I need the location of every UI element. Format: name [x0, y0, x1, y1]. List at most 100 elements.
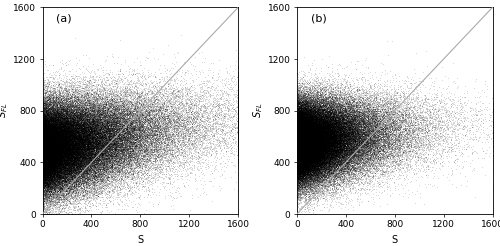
- Point: [39, 130, 47, 134]
- Point: [336, 125, 344, 129]
- Point: [306, 115, 314, 119]
- Point: [301, 125, 309, 129]
- Point: [344, 185, 352, 189]
- Point: [298, 111, 306, 115]
- Point: [383, 144, 391, 148]
- Point: [330, 110, 338, 114]
- Point: [66, 111, 74, 115]
- Point: [138, 171, 146, 175]
- Point: [178, 100, 186, 104]
- Point: [296, 152, 304, 156]
- Point: [303, 137, 311, 140]
- Point: [66, 137, 74, 141]
- Point: [40, 162, 48, 166]
- Point: [157, 112, 165, 116]
- Point: [294, 126, 302, 130]
- Point: [328, 138, 336, 141]
- Point: [80, 168, 88, 171]
- Point: [54, 181, 62, 185]
- Point: [64, 119, 72, 123]
- Point: [296, 121, 304, 125]
- Point: [296, 170, 304, 174]
- Point: [213, 136, 221, 139]
- Point: [98, 145, 106, 149]
- Point: [80, 132, 88, 136]
- Point: [312, 137, 320, 140]
- Point: [304, 136, 312, 139]
- Point: [332, 143, 340, 147]
- Point: [334, 183, 342, 187]
- Point: [58, 127, 66, 131]
- Point: [39, 166, 47, 170]
- Point: [294, 157, 302, 161]
- Point: [300, 184, 308, 187]
- Point: [40, 141, 48, 145]
- Point: [72, 135, 80, 139]
- Point: [72, 161, 80, 165]
- Point: [90, 131, 98, 135]
- Point: [321, 152, 329, 155]
- Point: [73, 121, 81, 125]
- Point: [86, 161, 94, 165]
- Point: [101, 158, 109, 162]
- Point: [350, 117, 358, 121]
- Point: [44, 202, 52, 206]
- Point: [296, 159, 304, 163]
- Point: [300, 141, 308, 145]
- Point: [216, 121, 224, 124]
- Point: [66, 123, 74, 127]
- Point: [296, 166, 304, 170]
- Point: [52, 164, 60, 168]
- Point: [112, 133, 120, 137]
- Point: [312, 156, 320, 160]
- Point: [326, 72, 334, 76]
- Point: [320, 114, 328, 118]
- Point: [124, 116, 132, 120]
- Point: [206, 153, 214, 157]
- Point: [84, 133, 92, 137]
- Point: [50, 167, 58, 171]
- Point: [106, 68, 114, 72]
- Point: [149, 175, 157, 179]
- Point: [68, 149, 76, 153]
- Point: [304, 156, 312, 160]
- Point: [38, 185, 46, 189]
- Point: [300, 156, 308, 160]
- Point: [146, 159, 154, 163]
- Point: [294, 135, 302, 139]
- Point: [58, 126, 66, 130]
- Point: [144, 106, 152, 109]
- Point: [368, 120, 376, 124]
- Point: [333, 150, 341, 154]
- Point: [349, 140, 357, 144]
- Point: [57, 152, 65, 156]
- Point: [329, 150, 337, 154]
- Point: [302, 115, 310, 119]
- Point: [60, 130, 68, 134]
- Point: [302, 140, 310, 144]
- Point: [56, 118, 64, 122]
- Point: [303, 133, 311, 137]
- Point: [40, 109, 48, 113]
- Point: [314, 136, 322, 140]
- Point: [368, 135, 376, 139]
- Point: [318, 106, 326, 109]
- Point: [342, 129, 349, 133]
- Point: [316, 148, 324, 152]
- Point: [98, 163, 106, 167]
- Point: [306, 145, 314, 149]
- Point: [94, 133, 102, 137]
- Point: [300, 138, 308, 142]
- Point: [312, 154, 320, 158]
- Point: [82, 175, 90, 179]
- Point: [98, 176, 106, 180]
- Point: [47, 164, 55, 168]
- Point: [140, 137, 147, 141]
- Point: [318, 136, 326, 140]
- Point: [70, 149, 78, 153]
- Point: [150, 130, 158, 134]
- Point: [296, 165, 304, 169]
- Point: [321, 158, 329, 162]
- Point: [338, 132, 346, 136]
- Point: [39, 156, 47, 160]
